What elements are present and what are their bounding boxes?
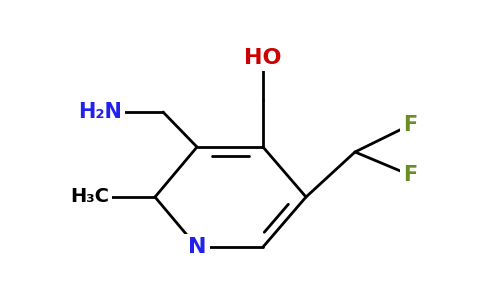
Text: F: F	[403, 115, 417, 135]
Text: H₂N: H₂N	[78, 102, 122, 122]
Text: H₃C: H₃C	[71, 188, 109, 206]
Text: N: N	[188, 237, 206, 257]
Text: F: F	[403, 165, 417, 185]
Text: HO: HO	[244, 48, 282, 68]
